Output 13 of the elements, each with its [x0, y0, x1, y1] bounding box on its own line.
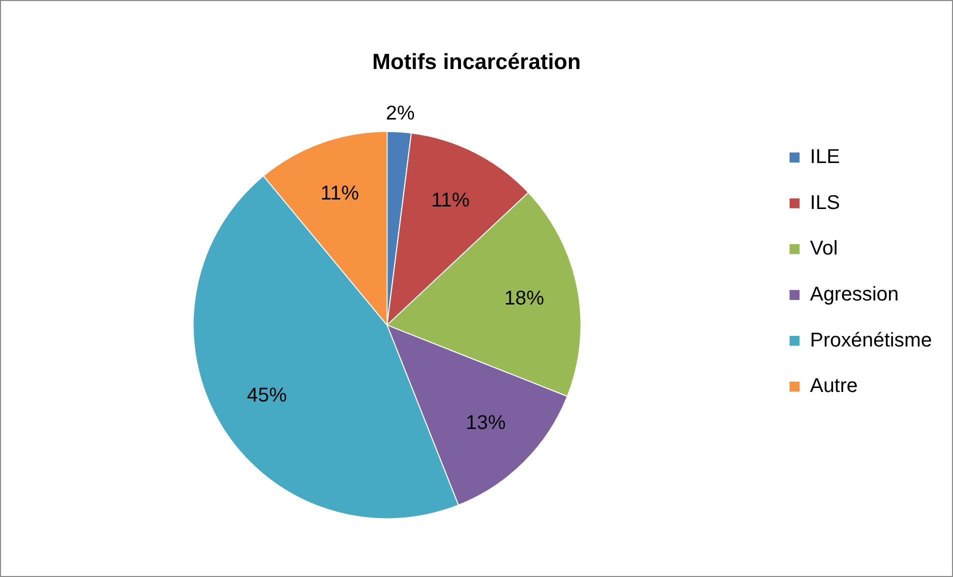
- legend-label: Proxénétisme: [810, 329, 932, 352]
- data-label: 11%: [320, 182, 360, 204]
- legend-label: ILE: [810, 146, 840, 168]
- data-label: 11%: [431, 189, 470, 212]
- data-label: 45%: [246, 384, 288, 407]
- legend-label: Vol: [810, 238, 838, 260]
- data-label: 2%: [386, 102, 416, 124]
- legend-label: ILS: [810, 192, 840, 214]
- legend-label: Agression: [810, 283, 899, 306]
- data-label: 18%: [504, 287, 544, 310]
- legend-label: Autre: [810, 375, 858, 398]
- chart-title: Motifs incarcération: [372, 49, 581, 74]
- data-label: 13%: [466, 412, 506, 434]
